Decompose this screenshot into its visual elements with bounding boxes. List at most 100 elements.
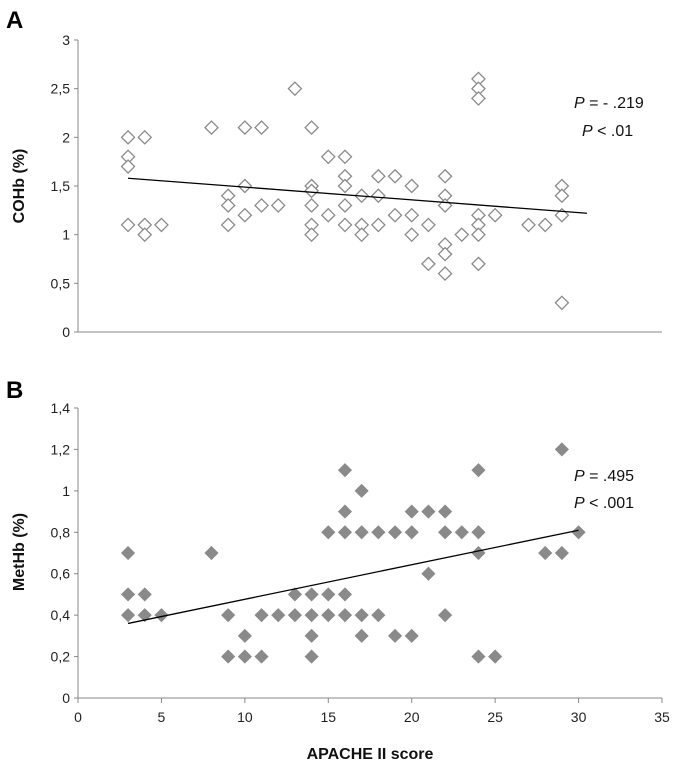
panel-b-data-point (137, 608, 152, 623)
panel-a-y-tick-label: 2,5 (51, 81, 71, 97)
panel-b-data-point (120, 587, 136, 602)
panel-a-data-point (471, 256, 486, 272)
panel-b-data-point (337, 525, 353, 540)
panel-a-data-point (337, 198, 353, 213)
panel-b-data-point (354, 628, 369, 643)
panel-a-data-point (387, 168, 403, 184)
panel-b-y-tick-label: 0,4 (51, 607, 71, 623)
panel-b-data-point (237, 649, 252, 664)
panel-b-x-tick-label: 25 (487, 709, 503, 725)
panel-b-y-tick-label: 0,8 (51, 524, 71, 540)
panel-a-y-tick-label: 0,5 (51, 275, 71, 291)
panel-b-data-point (354, 483, 369, 498)
panel-a-data-point (537, 217, 553, 233)
panel-b-data-point (538, 545, 553, 561)
panel-b-y-tick-label: 0 (62, 690, 70, 706)
panel-b-data-point (304, 608, 319, 623)
panel-a-data-point (370, 217, 386, 233)
panel-b-trendline (127, 529, 579, 625)
panel-a-data-point (137, 227, 153, 243)
panel-b-data-point (321, 525, 336, 540)
panel-b-data-point (421, 504, 436, 519)
panel-a-data-point (337, 149, 353, 165)
panel-a-data-point (404, 207, 420, 223)
panel-b-x-ticks: 0 5 10 15 20 25 30 35 (74, 698, 670, 725)
panel-a-data-point (471, 90, 486, 106)
panel-b-data-point (404, 504, 419, 519)
panel-b-data-point (254, 649, 269, 664)
panel-b-data-point (237, 628, 252, 643)
panel-a-data-point (404, 227, 420, 243)
panel-a-data-point (270, 198, 286, 213)
panel-a-y-ticks: 0 0,5 1 1,5 2 2,5 3 (51, 32, 78, 340)
panel-b-annotation-line2: P < .001 (574, 495, 634, 512)
panel-b-data-point (137, 587, 152, 602)
panel-a-data-point (320, 149, 336, 165)
panel-b-data-point (321, 608, 336, 623)
panel-a-data-point (120, 217, 136, 233)
panel-a-data-point (404, 178, 420, 194)
panel-b-x-tick-label: 15 (320, 709, 336, 725)
panel-a-y-tick-label: 1 (62, 227, 70, 243)
panel-a-data-point (304, 227, 320, 243)
panel-b-x-tick-label: 30 (571, 709, 587, 725)
panel-b-data-point (337, 463, 353, 478)
panel-a-data-point (120, 129, 136, 145)
panel-a-data-point (237, 178, 253, 194)
panel-b-data-point (438, 525, 453, 540)
panel-b-data-point (287, 608, 302, 623)
panel-a-data-point (420, 256, 436, 272)
panel-b-x-tick-label: 0 (74, 709, 82, 725)
panel-b-data-point (387, 628, 403, 643)
panel-b-data-point (354, 608, 369, 623)
panel-b-data-point (471, 525, 486, 540)
panel-b-data-point (471, 649, 486, 664)
panel-b-x-axis-label: APACHE II score (307, 746, 434, 763)
panel-a: A COHb (%) 0 0,5 1 1,5 2 2,5 3 P = - .219 P < … (6, 7, 662, 340)
panel-b-data-point (204, 545, 219, 561)
panel-b-data-point (304, 649, 319, 664)
panel-a-data-point (437, 198, 453, 213)
panel-a-data-point (154, 217, 169, 233)
panel-a-data-point (437, 246, 453, 262)
panel-b-data-point (337, 504, 353, 519)
panel-a-y-axis-label: COHb (%) (11, 149, 28, 224)
panel-a-data-point (554, 207, 570, 223)
panel-b-data-point (271, 608, 286, 623)
panel-b-y-tick-label: 1 (62, 483, 70, 499)
panel-b-y-axis-label: MetHb (%) (11, 513, 28, 591)
panel-a-y-tick-label: 0 (62, 324, 70, 340)
panel-b-data-point (304, 587, 319, 602)
panel-a-data-point (237, 120, 253, 136)
panel-a-data-point (304, 198, 320, 213)
panel-a-trendline (128, 177, 587, 214)
panel-a-annotation-line1: P = - .219 (574, 95, 644, 112)
panel-a-data-point (521, 217, 536, 233)
panel-a-y-tick-label: 2 (62, 129, 70, 145)
panel-b-data-point (571, 525, 586, 540)
panel-a-data-point (337, 178, 353, 194)
panel-b-data-point (254, 608, 269, 623)
panel-b-data-point (554, 545, 569, 561)
panel-a-data-point (454, 227, 470, 243)
panel-b: B MetHb (%) 0 0,2 0,4 0,6 0,8 1 1,2 1,4 0 5 10 15 2… (6, 377, 670, 763)
panel-a-data-point (254, 198, 269, 213)
panel-a-data-point (287, 81, 303, 97)
panel-a-data-point (420, 217, 436, 233)
panel-b-data-point (154, 608, 169, 623)
panel-a-letter: A (6, 7, 23, 34)
panel-b-y-tick-label: 0,2 (51, 649, 71, 665)
panel-b-data-point (554, 442, 569, 457)
panel-b-data-point (371, 525, 386, 540)
panel-a-data-point (387, 207, 403, 223)
panel-a-data-point (337, 217, 353, 233)
panel-b-data-point (120, 545, 136, 561)
panel-b-data-point (471, 545, 486, 561)
panel-b-data-point (387, 525, 403, 540)
panel-a-data-point (554, 295, 570, 311)
panel-b-data-point (321, 587, 336, 602)
panel-b-data-point (337, 587, 353, 602)
panel-a-data-point (471, 227, 486, 243)
panel-b-data-point (354, 525, 369, 540)
panel-a-data-point (487, 207, 503, 223)
